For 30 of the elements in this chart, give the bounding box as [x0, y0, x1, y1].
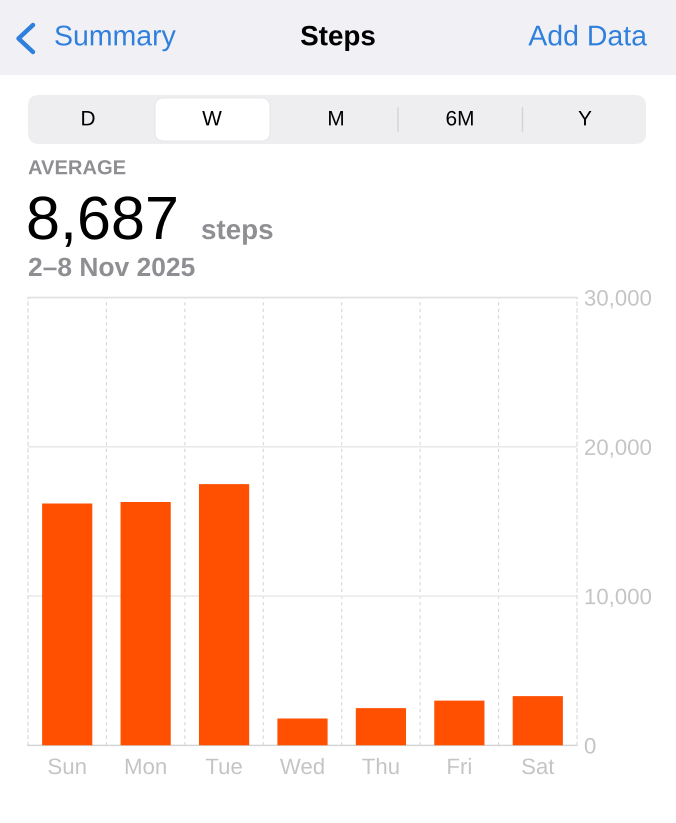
bar [277, 718, 328, 746]
x-tick-label: Sun [48, 758, 86, 774]
bar [356, 708, 406, 746]
text: M [329, 111, 343, 126]
x-tick-label: Thu [362, 758, 399, 774]
bar [434, 700, 484, 746]
bar [42, 504, 92, 746]
bar [512, 696, 563, 746]
bar [198, 484, 250, 746]
bar [120, 502, 171, 746]
x-tick-label: Sat [522, 758, 554, 774]
text: steps [202, 220, 272, 245]
text: W [202, 111, 222, 126]
x-tick-label: Mon [126, 758, 166, 774]
x-tick-label: Tue [206, 758, 242, 774]
x-tick-label: Wed [280, 758, 324, 774]
chart-title: Steps [300, 26, 375, 51]
text: 6M [446, 110, 473, 126]
y-tick-label: 10,000 [586, 588, 652, 607]
text: D [82, 111, 95, 126]
text: Summary [55, 25, 176, 52]
y-tick-label: 0 [584, 738, 596, 754]
x-tick-label: Fri [448, 758, 471, 774]
y-tick-label: 30,000 [584, 290, 652, 308]
text: 8,687 [28, 196, 176, 247]
text: 2–8 Nov 2025 [28, 258, 195, 276]
text: AVERAGE [28, 160, 126, 174]
text: Y [578, 111, 592, 126]
y-tick-label: 20,000 [585, 439, 652, 458]
text: Add Data [528, 24, 648, 46]
